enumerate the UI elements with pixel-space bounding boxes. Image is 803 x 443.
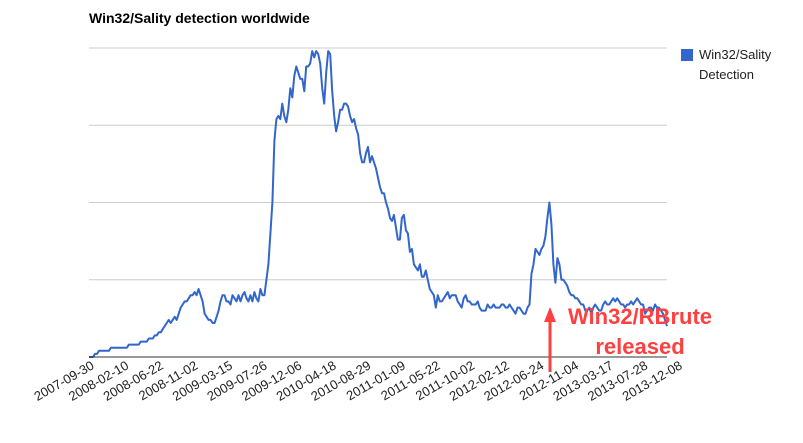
series-layer [89,50,668,358]
chart-title: Win32/Sality detection worldwide [89,10,310,26]
legend: Win32/Sality Detection [681,47,772,82]
gridlines [89,47,667,281]
annotation-arrow-head [544,307,556,322]
legend-entry-line-2: Detection [699,67,754,82]
legend-swatch [681,49,693,61]
x-axis: 2007-09-302008-02-102008-06-222008-11-02… [31,356,685,404]
series-line-0 [89,50,668,358]
annotation-label-line-1: Win32/RBrute [568,304,712,329]
annotation-rbrute: Win32/RBrute released [544,304,712,372]
annotation-label-line-2: released [595,334,684,359]
legend-entry-line-1: Win32/Sality [699,47,772,62]
